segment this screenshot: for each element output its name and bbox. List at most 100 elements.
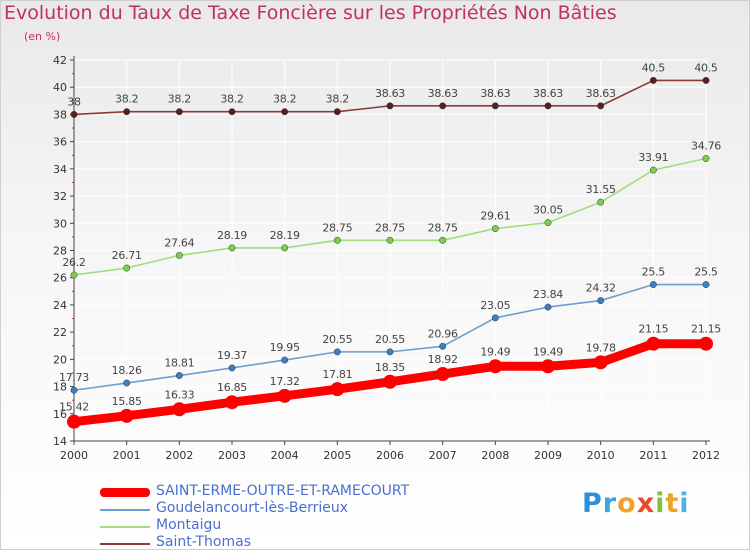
logo-letter: P [582,488,603,519]
logo-letter: i [679,488,690,519]
data-point [386,236,394,244]
y-tick-label: 32 [53,190,67,203]
data-point [541,359,555,374]
data-point [593,355,608,370]
data-point [435,367,450,382]
series-lines [67,76,713,429]
data-point [597,297,605,305]
data-label: 40.5 [642,61,666,74]
chart-subtitle: (en %) [24,30,61,43]
x-tick-label: 2011 [639,449,667,462]
x-tick-label: 2012 [692,449,720,462]
data-point [281,244,289,252]
legend-label: Montaigu [156,517,222,533]
data-point [123,108,131,116]
y-tick-label: 38 [53,108,67,121]
data-point [439,236,447,244]
y-tick-label: 28 [53,245,67,258]
logo-letter: r [602,488,618,519]
data-label: 30.05 [533,204,563,217]
data-label: 20.55 [322,333,352,346]
data-label: 38 [67,95,81,108]
data-point [649,281,657,288]
y-tick-label: 20 [53,353,67,366]
data-point [70,386,78,394]
data-label: 38.63 [586,87,616,100]
data-label: 23.05 [480,299,510,312]
data-point [281,356,289,364]
x-tick-label: 2010 [587,449,615,462]
y-tick-label: 18 [53,381,67,394]
x-tick-label: 2007 [429,449,457,462]
data-point [175,108,183,116]
data-label: 23.84 [533,288,563,301]
y-tick-label: 16 [53,408,67,421]
data-point [702,155,710,162]
data-point [228,364,236,372]
data-point [333,108,341,116]
data-point [597,102,605,110]
data-point [439,342,447,350]
data-point [544,102,552,110]
data-point [228,244,236,252]
data-point [175,251,183,259]
data-point [277,388,292,403]
data-label: 17.32 [270,375,300,388]
data-label: 20.96 [428,327,458,340]
x-tick-label: 2009 [534,449,562,462]
legend-swatch [100,543,150,545]
legend-label: SAINT-ERME-OUTRE-ET-RAMECOURT [156,483,410,499]
x-tick-label: 2006 [376,449,404,462]
data-label: 38.63 [375,87,405,100]
x-tick-label: 2001 [113,449,141,462]
data-label: 19.78 [586,341,616,354]
logo-letter: t [665,488,680,519]
data-point [386,348,394,356]
data-label: 19.95 [270,341,300,354]
logo-letter: o [617,488,637,519]
data-label: 19.49 [533,345,563,358]
data-point [544,219,552,227]
data-point [597,198,605,206]
data-point [488,359,503,374]
data-point [228,108,236,116]
data-point [119,408,134,423]
y-tick-label: 26 [53,272,67,285]
legend-label: Saint-Thomas [156,534,251,550]
data-label: 20.55 [375,333,405,346]
data-point [333,236,341,244]
data-label: 31.55 [586,183,616,196]
data-label: 15.85 [112,395,142,408]
legend-swatch [100,488,150,497]
data-point [544,303,552,311]
data-label: 38.2 [115,93,138,106]
y-tick-label: 24 [53,299,67,312]
data-point [386,102,394,110]
data-point [383,374,397,389]
data-point [702,281,710,288]
chart-title: Evolution du Taux de Taxe Foncière sur l… [4,2,617,24]
data-label: 16.33 [164,388,194,401]
data-point [67,414,81,429]
data-label: 38.63 [428,87,458,100]
data-label: 26.71 [112,249,142,262]
data-label: 33.91 [638,151,668,164]
data-label: 38.2 [273,93,296,106]
data-label: 38.2 [326,93,349,106]
data-point [491,314,499,322]
data-label: 38.63 [480,87,510,100]
data-point [172,402,187,417]
data-label: 25.5 [642,266,666,279]
y-tick-label: 34 [53,163,67,176]
data-labels: 15.42 15.85 16.33 16.85 17.32 17.81 18.35 18.92… [59,61,722,413]
y-tick-label: 40 [53,81,67,94]
legend-label: Goudelancourt-lès-Berrieux [156,500,349,516]
proxiti-logo: Proxiti [582,488,690,519]
data-label: 18.81 [164,357,194,370]
data-label: 28.75 [428,221,458,234]
data-label: 29.61 [480,210,510,223]
data-label: 34.76 [691,140,721,153]
